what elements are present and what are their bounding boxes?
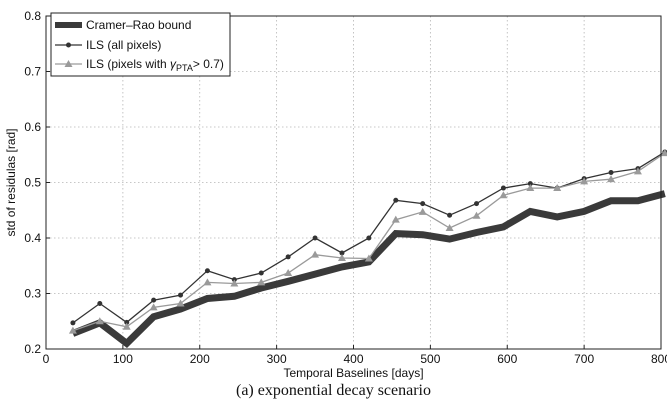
data-point: [499, 191, 508, 199]
legend-label-ils-pta-prefix: ILS (pixels with: [86, 57, 170, 71]
data-point: [122, 322, 131, 330]
legend: Cramer–Rao bound ILS (all pixels) ILS (p…: [50, 12, 231, 77]
y-axis-label: std of residulas [rad]: [4, 128, 18, 236]
y-tick-label: 0.7: [24, 65, 41, 79]
data-point: [393, 197, 399, 203]
series-1: [70, 149, 667, 326]
x-tick-label: 200: [190, 352, 210, 366]
data-point: [95, 317, 104, 325]
data-point: [633, 167, 642, 175]
data-point: [660, 149, 667, 157]
data-point: [97, 300, 103, 306]
data-point: [364, 254, 373, 262]
y-tick-label: 0.5: [24, 176, 41, 190]
figure-caption: (a) exponential decay scenario: [235, 382, 431, 399]
data-point: [176, 299, 185, 307]
data-point: [447, 212, 453, 218]
legend-marker-ils-all: [66, 42, 71, 48]
data-point: [230, 279, 239, 287]
series-line-crb: [71, 190, 666, 349]
y-tick-label: 0.3: [24, 287, 41, 301]
data-point: [257, 278, 266, 286]
plot-frame: [45, 15, 662, 350]
data-point: [68, 326, 77, 334]
data-point: [553, 184, 562, 192]
data-point: [178, 292, 184, 298]
series-2: [68, 149, 667, 334]
legend-label-ils-pta-suffix: > 0.7): [193, 57, 224, 71]
x-tick-label: 800: [651, 352, 667, 366]
y-tick-label: 0.4: [24, 231, 41, 245]
data-point: [472, 211, 481, 219]
data-point: [151, 297, 157, 303]
data-point: [70, 320, 76, 326]
data-point: [311, 250, 320, 258]
y-tick-label: 0.8: [24, 9, 41, 23]
y-tick-label: 0.6: [24, 120, 41, 134]
tick-labels: 0 100 200 300 400 500 600 700 800 0.2 0.3 0.4 0.5 0.6…: [24, 9, 667, 366]
data-point: [366, 235, 372, 241]
data-point: [607, 175, 616, 183]
data-point: [526, 184, 535, 192]
x-tick-label: 500: [420, 352, 440, 366]
x-tick-label: 0: [43, 352, 50, 366]
data-point: [500, 185, 506, 191]
data-point: [608, 170, 614, 176]
legend-label-ils-pta: ILS (pixels with γPTA> 0.7): [86, 57, 224, 73]
y-tick-label: 0.2: [24, 342, 41, 356]
data-point: [445, 224, 454, 232]
data-point: [312, 235, 318, 241]
legend-label-pta-sub: PTA: [176, 63, 193, 73]
data-point: [203, 278, 212, 286]
legend-marker-ils-pta: [64, 60, 73, 67]
legend-label-crb: Cramer–Rao bound: [86, 18, 191, 32]
x-tick-label: 700: [574, 352, 594, 366]
data-point: [420, 201, 426, 207]
data-point: [339, 250, 345, 256]
data-point: [258, 270, 264, 276]
data-point: [527, 181, 533, 187]
data-point: [418, 207, 427, 215]
data-point: [580, 177, 589, 185]
data-point: [285, 254, 291, 260]
x-tick-label: 300: [267, 352, 287, 366]
data-point: [149, 303, 158, 311]
data-point: [204, 268, 210, 274]
data-point: [124, 319, 130, 325]
data-point: [391, 215, 400, 223]
legend-label-gamma: γ: [170, 57, 177, 71]
series-0: [71, 190, 666, 349]
x-tick-label: 400: [343, 352, 363, 366]
data-point: [474, 201, 479, 207]
data-point: [284, 268, 293, 276]
x-tick-label: 100: [113, 352, 133, 366]
x-axis-label: Temporal Baselines [days]: [283, 366, 423, 380]
chart: 0 100 200 300 400 500 600 700 800 0.2 0.3 0.4 0.5 0.6…: [4, 9, 667, 380]
data-point: [337, 253, 346, 261]
legend-label-ils-all: ILS (all pixels): [86, 38, 161, 52]
x-tick-label: 600: [497, 352, 517, 366]
series-layer: [68, 149, 667, 349]
